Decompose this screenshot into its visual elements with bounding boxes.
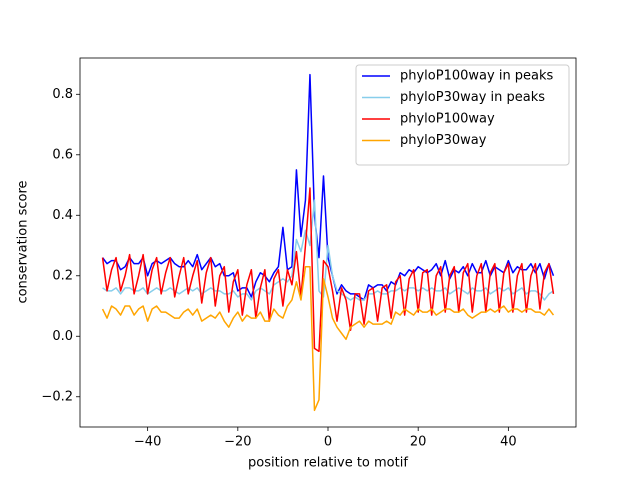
- legend-label: phyloP30way: [400, 133, 487, 148]
- legend: phyloP100way in peaks phyloP30way in peak…: [355, 64, 570, 166]
- series-line: [101, 265, 555, 412]
- y-tick-label: 0.6: [52, 147, 73, 162]
- legend-label: phyloP100way: [400, 112, 495, 127]
- x-axis-label: position relative to motif: [248, 456, 408, 471]
- y-tick-label: −0.2: [41, 389, 73, 404]
- x-tick-label: −40: [134, 435, 161, 450]
- x-tick-label: 40: [500, 435, 517, 450]
- y-tick-label: 0.2: [52, 268, 73, 283]
- series-line: [102, 199, 554, 301]
- x-tick-label: 20: [410, 435, 427, 450]
- y-tick-label: 0.0: [52, 329, 73, 344]
- x-tick-label: −20: [224, 435, 251, 450]
- plot-frame: [79, 57, 577, 428]
- x-tick-label: 0: [324, 435, 332, 450]
- y-tick-label: 0.8: [52, 87, 73, 102]
- legend-label: phyloP30way in peaks: [400, 90, 545, 105]
- y-tick-label: 0.4: [52, 208, 73, 223]
- y-axis-label: conservation score: [16, 180, 31, 303]
- legend-label: phyloP100way in peaks: [400, 69, 554, 84]
- series-line: [101, 187, 555, 353]
- legend-box: [355, 64, 570, 166]
